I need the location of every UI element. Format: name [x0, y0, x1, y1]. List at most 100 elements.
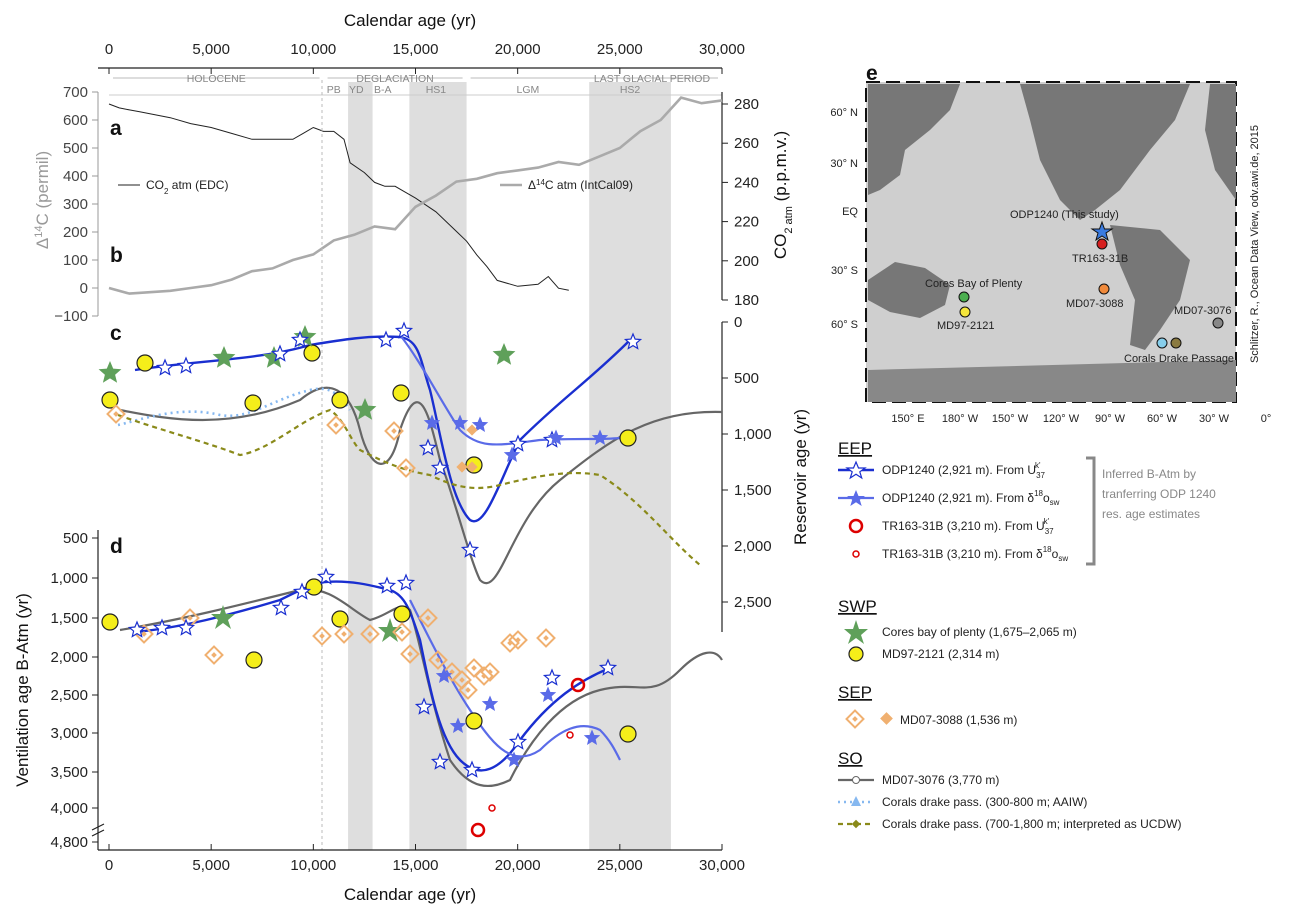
c-odp1240-d18o-star [471, 416, 489, 432]
bottom-tick-label: 10,000 [290, 857, 336, 874]
c-odp1240-uk-star [418, 438, 438, 456]
panel-label-c: c [110, 322, 122, 345]
d-md07-3088-diamond [400, 644, 420, 664]
co2-axis-title: CO2 atm (p.p.m.v.) [771, 131, 795, 259]
ab-right-tick-label: 240 [734, 174, 759, 191]
d-md07-3088-diamond [312, 626, 332, 646]
subperiod-label: HS1 [426, 84, 447, 96]
map-site-odp1240-marker [1090, 220, 1114, 242]
c-right-tick-label: 1,500 [734, 482, 772, 499]
period-label: LAST GLACIAL PERIOD [594, 73, 711, 85]
legend-tr163-d18o: TR163-31B (3,210 m). From δ18osw [882, 545, 1068, 563]
c-odp1240-uk-line [134, 335, 631, 523]
ab-left-tick-label: 0 [80, 280, 88, 297]
c-odp1240-d18o-line [399, 334, 621, 446]
shaded-interval-0 [348, 82, 373, 850]
top-tick-label: 30,000 [699, 41, 745, 58]
d-md97-point [465, 712, 483, 730]
bracket-note-1: Inferred B-Atm by [1102, 467, 1196, 481]
c-md97-point [331, 391, 349, 409]
svg-text:CO2 atm (p.p.m.v.): CO2 atm (p.p.m.v.) [771, 131, 795, 259]
map-lon-label: 30° W [1199, 413, 1230, 425]
c-odp1240-uk-star [290, 330, 310, 348]
legend-corals-ucdw: Corals drake pass. (700-1,800 m; interpr… [882, 817, 1181, 831]
d-left-tick-labels: 500 1,000 1,500 2,000 2,500 3,000 3,500 4,000 4,… [50, 530, 98, 851]
legend-d14c: Δ14C atm (IntCal09) [528, 178, 633, 193]
panel-label-e: e [866, 62, 878, 85]
map-lon-label: 150° E [891, 413, 924, 425]
ab-left-tick-label: 200 [63, 224, 88, 241]
d-md07-3088-diamond [418, 608, 438, 628]
legend-heading-so: SO [838, 749, 863, 768]
top-tick-label: 5,000 [192, 41, 230, 58]
d-bop-star [378, 618, 402, 642]
map-latitude-labels: 60° N 30° N EQ 30° S 60° S [830, 107, 858, 331]
subperiod-label: HS2 [620, 84, 641, 96]
d-markers [101, 578, 637, 838]
d-left-tick-label: 1,000 [50, 570, 88, 587]
ab-left-tick-label: −100 [54, 308, 88, 325]
d-odp1240-uk-star [430, 752, 450, 770]
c-md97-point [136, 354, 154, 372]
d-md07-3088-diamond [536, 628, 556, 648]
c-md07-3088-diamond [384, 421, 404, 441]
c-right-tick-label: 2,500 [734, 594, 772, 611]
map-land-antarctica [868, 360, 1236, 402]
top-axis-title: Calendar age (yr) [344, 11, 476, 30]
ab-left-tick-label: 700 [63, 84, 88, 101]
d-left-tick-label: 2,500 [50, 687, 88, 704]
map-site-md07-3076-marker [1212, 317, 1224, 329]
d-tr163-point [566, 731, 574, 739]
d-odp1240-uk-star [377, 576, 397, 594]
c-odp1240-uk-star [508, 434, 528, 452]
legend-heading-sep: SEP [838, 683, 872, 702]
c-md97-point [244, 394, 262, 412]
c-odp1240-uk-star [376, 330, 396, 348]
ab-right-tick-labels: 180 200 220 240 260 280 [722, 96, 759, 309]
c-md07-3088-diamonds [106, 404, 478, 478]
c-md07-3088-diamond [466, 461, 478, 473]
map-site-md07-3088-marker [1098, 283, 1110, 295]
legend-md07-3088: MD07-3088 (1,536 m) [900, 713, 1017, 727]
map-site-md97-label: MD97-2121 [937, 320, 994, 332]
d-md97-point [101, 613, 119, 631]
c-right-tick-label: 2,000 [734, 538, 772, 555]
d-odp1240-uk-star [508, 732, 528, 750]
d-tr163-point [488, 804, 496, 812]
bottom-tick-label: 15,000 [393, 857, 439, 874]
bottom-tick-label: 0 [105, 857, 113, 874]
map-lon-label: 150° W [992, 413, 1029, 425]
legend-heading-swp: SWP [838, 597, 877, 616]
d-odp1240-uk-star [598, 658, 618, 676]
legend-odp1240-d18o: ODP1240 (2,921 m). From δ18osw [882, 489, 1060, 507]
c-md97-point [619, 429, 637, 447]
d-odp1240-uk-star [271, 598, 291, 616]
map-lon-label: 180° W [942, 413, 979, 425]
d-left-tick-label: 3,500 [50, 764, 88, 781]
d-odp1240-uk-star [152, 618, 172, 636]
c-bop-star [262, 346, 286, 368]
delta14c-axis-title: Δ14C (permil) [33, 151, 52, 249]
d-odp1240-d18o-star [449, 717, 467, 733]
top-tick-label: 10,000 [290, 41, 336, 58]
map-lon-label: 60° W [1147, 413, 1178, 425]
map-site-md97-marker [959, 306, 971, 318]
map-credit: Schlitzer, R., Ocean Data View, odv.awi.… [1249, 125, 1261, 363]
legend: EEP ODP1240 (2,921 m). From U37k' ODP124… [838, 439, 1216, 831]
d-odp1240-d18o-star [583, 729, 601, 745]
panel-label-b: b [110, 244, 123, 267]
map-site-corals-label: Corals Drake Passage [1124, 353, 1234, 365]
top-axis: 0 5,000 10,000 15,000 20,000 25,000 30,000 Cal… [98, 11, 745, 74]
map-land-sa [1110, 225, 1190, 350]
legend-heading-eep: EEP [838, 439, 872, 458]
c-odp1240-d18o-star [591, 429, 609, 445]
ab-legend: CO2 atm (EDC) Δ14C atm (IntCal09) [118, 178, 633, 196]
c-bop-star [492, 343, 516, 365]
legend-co2: CO2 atm (EDC) [146, 178, 228, 196]
d-left-tick-label: 2,000 [50, 649, 88, 666]
map-land-europe [1205, 84, 1236, 200]
map-lon-label: 90° W [1095, 413, 1126, 425]
d-md97-point [305, 578, 323, 596]
